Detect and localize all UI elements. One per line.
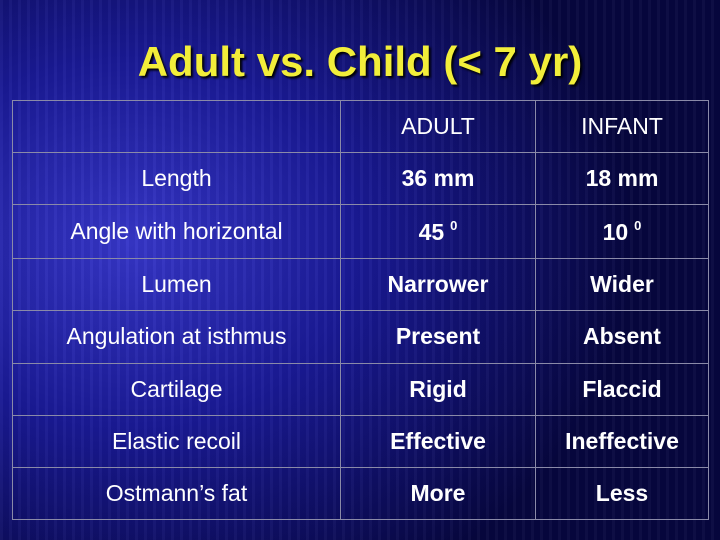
cell: Less <box>535 466 709 521</box>
cell: 36 mm <box>340 152 536 206</box>
header-cell: INFANT <box>535 99 709 154</box>
row-label: Angle with horizontal <box>12 204 341 260</box>
cell: 45 0 <box>340 204 536 260</box>
row-label: Elastic recoil <box>12 414 341 468</box>
row-label: Length <box>12 152 341 206</box>
cell-value: 45 <box>418 218 445 245</box>
degree-sup: 0 <box>450 217 458 233</box>
comparison-table: ADULT INFANT Length 36 mm 18 mm Angle with ho… <box>12 99 709 521</box>
table-row: Lumen Narrower Wider <box>12 258 709 312</box>
table-row: Angle with horizontal 45 0 10 0 <box>12 204 709 260</box>
table-row: Ostmann’s fat More Less <box>12 466 709 521</box>
header-cell <box>12 99 341 154</box>
header-cell: ADULT <box>340 99 536 154</box>
header-row: ADULT INFANT <box>12 99 709 154</box>
cell: Rigid <box>340 362 536 416</box>
row-label: Angulation at isthmus <box>12 310 341 364</box>
cell: Present <box>340 310 536 364</box>
cell: Ineffective <box>535 414 709 468</box>
slide-title: Adult vs. Child (< 7 yr) <box>137 38 583 85</box>
cell: Flaccid <box>535 362 709 416</box>
table-row: Cartilage Rigid Flaccid <box>12 362 709 416</box>
degree-sup: 0 <box>634 217 642 233</box>
row-label: Cartilage <box>12 362 341 416</box>
row-label: Lumen <box>12 258 341 312</box>
table-row: Length 36 mm 18 mm <box>12 152 709 206</box>
cell-value: 10 <box>602 218 629 245</box>
cell: Absent <box>535 310 709 364</box>
cell: 10 0 <box>535 204 709 260</box>
cell: 18 mm <box>535 152 709 206</box>
cell: Narrower <box>340 258 536 312</box>
cell: More <box>340 466 536 521</box>
row-label: Ostmann’s fat <box>12 466 341 521</box>
table-row: Elastic recoil Effective Ineffective <box>12 414 709 468</box>
table-row: Angulation at isthmus Present Absent <box>12 310 709 364</box>
cell: Wider <box>535 258 709 312</box>
cell: Effective <box>340 414 536 468</box>
